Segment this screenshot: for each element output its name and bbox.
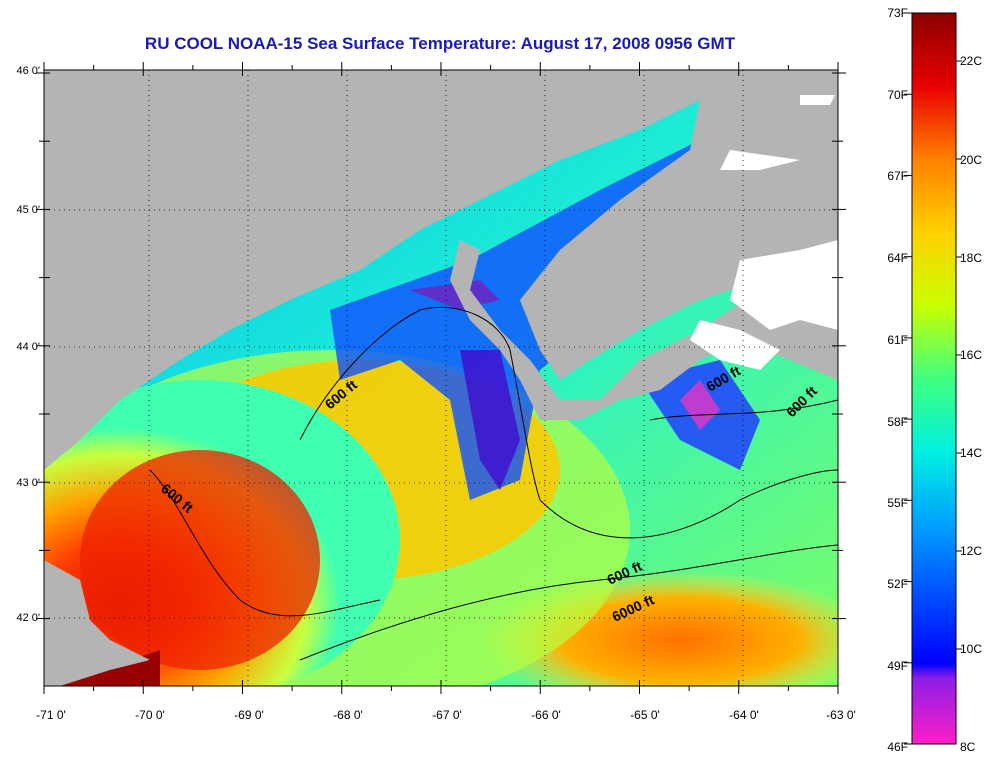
cold-plume [460,350,520,490]
cloud-cover-3 [720,150,800,170]
scale-f-70: 70F [887,88,908,102]
scale-c-12: 12C [960,544,983,558]
scale-c-16: 16C [960,348,983,362]
scale-f-58: 58F [887,415,908,429]
lon-label-67: -67 0' [432,708,462,722]
scale-f-49: 49F [887,659,908,673]
lon-label-66: -66 0' [531,708,561,722]
map-title: RU COOL NOAA-15 Sea Surface Temperature:… [144,34,736,53]
color-scale-bar [911,12,957,745]
scale-f-67: 67F [887,169,908,183]
scale-f-46: 46F [887,740,908,754]
land-nova-scotia [450,240,838,420]
lon-label-68: -68 0' [333,708,363,722]
lon-label-65: -65 0' [630,708,660,722]
scale-f-55: 55F [887,496,908,510]
lat-label-45: 45 0' [16,204,40,216]
coastal-warm-strip [44,650,160,686]
scale-f-64: 64F [887,251,908,265]
map-area [44,70,838,686]
lon-label-64: -64 0' [729,708,759,722]
scale-f-73: 73F [887,6,908,20]
lat-label-44: 44 0' [16,341,40,353]
scale-c-20: 20C [960,153,983,167]
lat-label-42: 42 0' [16,612,40,624]
land-maine-nb [44,70,838,470]
contour-600ft-3 [539,469,838,539]
scale-f-61: 61F [887,333,908,347]
lat-label-46: 46 0' [16,65,40,77]
scale-c-10: 10C [960,642,983,656]
scale-f-52: 52F [887,577,908,591]
cloud-cover-4 [800,95,835,105]
very-cold-spot [680,380,720,430]
lon-label-71: -71 0' [36,708,66,722]
cloud-cover-1 [730,240,838,330]
lat-label-43: 43 0' [16,477,40,489]
land-massachusetts [44,560,150,686]
cloud-cover-2 [690,320,780,370]
contour-600ft-1 [299,306,541,501]
contour-600ft-4 [649,399,838,421]
scale-c-22: 22C [960,54,983,68]
scale-c-8: 8C [960,740,976,754]
lon-label-63: -63 0' [826,708,856,722]
lon-label-70: -70 0' [135,708,165,722]
contour-600ft-2 [149,469,381,617]
scale-c-18: 18C [960,251,983,265]
contour-6000ft [299,544,838,661]
hot-center [80,450,320,670]
lon-label-69: -69 0' [234,708,264,722]
scale-c-14: 14C [960,446,983,460]
